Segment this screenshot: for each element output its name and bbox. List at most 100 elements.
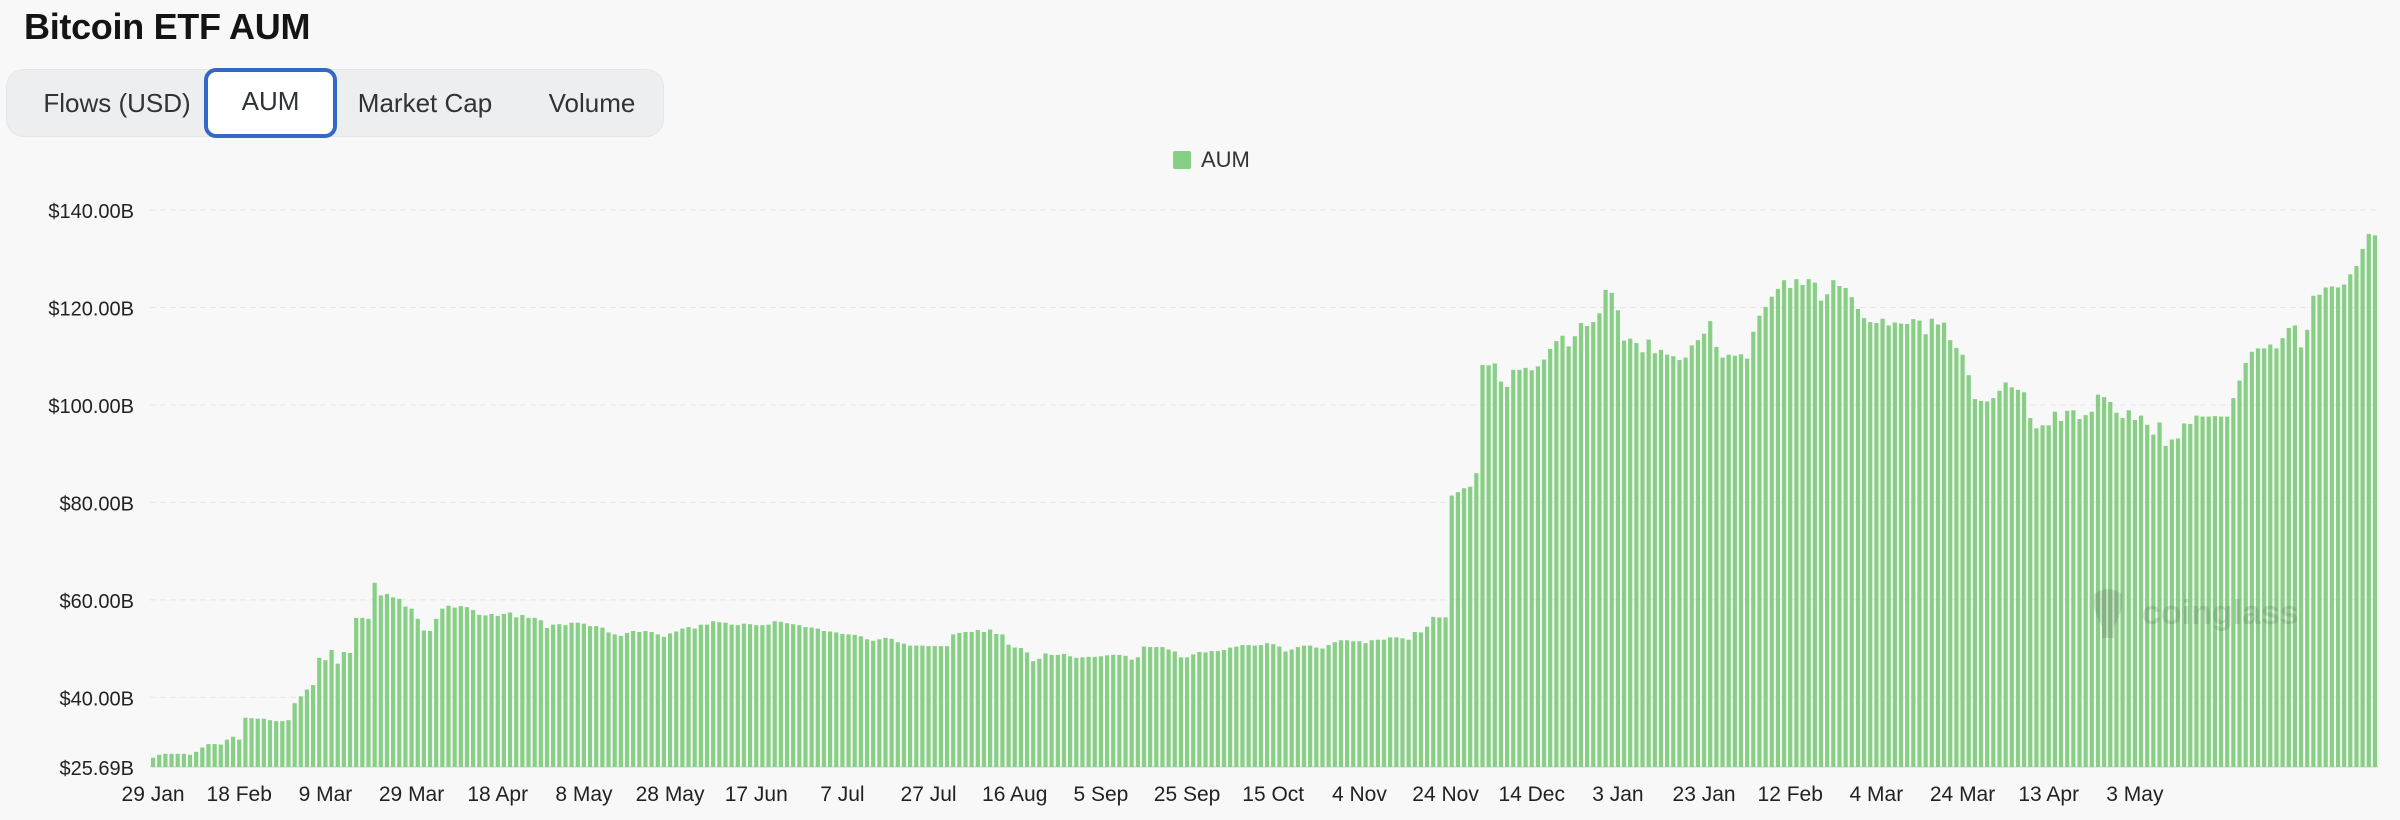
- bar-aum[interactable]: [883, 637, 888, 767]
- bar-aum[interactable]: [988, 629, 993, 767]
- bar-aum[interactable]: [1326, 645, 1331, 767]
- bar-aum[interactable]: [1548, 348, 1553, 767]
- bar-aum[interactable]: [1400, 638, 1405, 767]
- bar-aum[interactable]: [1683, 357, 1688, 767]
- bar-aum[interactable]: [1689, 345, 1694, 767]
- bar-aum[interactable]: [1388, 637, 1393, 767]
- bar-aum[interactable]: [908, 645, 913, 767]
- bar-aum[interactable]: [2145, 424, 2150, 767]
- bar-aum[interactable]: [2237, 380, 2242, 767]
- bar-aum[interactable]: [2354, 266, 2359, 767]
- bar-aum[interactable]: [1800, 285, 1805, 767]
- bar-aum[interactable]: [1455, 492, 1460, 767]
- bar-aum[interactable]: [1960, 354, 1965, 767]
- bar-aum[interactable]: [643, 631, 648, 767]
- bar-aum[interactable]: [741, 623, 747, 767]
- bar-aum[interactable]: [1806, 279, 1811, 767]
- bar-aum[interactable]: [1018, 648, 1023, 767]
- bar-aum[interactable]: [963, 631, 968, 767]
- bar-aum[interactable]: [1985, 401, 1990, 768]
- bar-aum[interactable]: [2200, 416, 2205, 767]
- bar-aum[interactable]: [932, 646, 937, 767]
- bar-aum[interactable]: [366, 618, 371, 767]
- bar-aum[interactable]: [1197, 651, 1202, 767]
- bar-aum[interactable]: [1468, 486, 1473, 767]
- bar-aum[interactable]: [1431, 616, 1436, 767]
- bar-aum[interactable]: [704, 624, 710, 767]
- bar-aum[interactable]: [2335, 287, 2341, 767]
- bar-aum[interactable]: [1849, 297, 1854, 767]
- bar-aum[interactable]: [821, 631, 827, 767]
- bar-aum[interactable]: [735, 625, 740, 767]
- bar-aum[interactable]: [1363, 643, 1368, 767]
- bar-aum[interactable]: [1111, 654, 1116, 767]
- bar-aum[interactable]: [858, 636, 863, 767]
- bar-aum[interactable]: [1172, 651, 1177, 767]
- bar-aum[interactable]: [2022, 392, 2027, 767]
- bar-aum[interactable]: [1332, 642, 1337, 767]
- bar-aum[interactable]: [1320, 648, 1325, 767]
- bar-aum[interactable]: [1523, 367, 1528, 767]
- bar-aum[interactable]: [495, 615, 500, 767]
- bar-aum[interactable]: [1892, 322, 1897, 767]
- bar-aum[interactable]: [1314, 647, 1319, 767]
- bar-aum[interactable]: [2194, 415, 2199, 767]
- bar-aum[interactable]: [1775, 288, 1781, 767]
- bar-aum[interactable]: [1911, 319, 1916, 767]
- bar-aum[interactable]: [1381, 639, 1387, 767]
- bar-aum[interactable]: [311, 685, 316, 767]
- bar-aum[interactable]: [895, 642, 900, 767]
- bar-aum[interactable]: [1535, 366, 1540, 767]
- bar-aum[interactable]: [378, 595, 383, 767]
- bar-series-aum[interactable]: [150, 233, 2378, 768]
- bar-aum[interactable]: [427, 631, 433, 767]
- bar-aum[interactable]: [1357, 641, 1362, 767]
- bar-aum[interactable]: [686, 627, 691, 767]
- bar-aum[interactable]: [1880, 318, 1885, 767]
- bar-aum[interactable]: [1148, 647, 1153, 767]
- bar-aum[interactable]: [1425, 626, 1430, 767]
- bar-aum[interactable]: [1154, 647, 1159, 767]
- bar-aum[interactable]: [1640, 352, 1645, 767]
- bar-aum[interactable]: [458, 606, 463, 767]
- bar-aum[interactable]: [2163, 445, 2168, 767]
- bar-aum[interactable]: [2034, 428, 2039, 767]
- bar-aum[interactable]: [2132, 420, 2137, 767]
- bar-aum[interactable]: [187, 754, 193, 767]
- bar-aum[interactable]: [1794, 279, 1799, 767]
- bar-aum[interactable]: [1006, 644, 1011, 767]
- bar-aum[interactable]: [1215, 650, 1220, 767]
- bar-aum[interactable]: [354, 617, 359, 767]
- bar-aum[interactable]: [544, 628, 550, 767]
- chart-legend[interactable]: AUM: [1173, 147, 1250, 172]
- bar-aum[interactable]: [1788, 287, 1793, 767]
- bar-aum[interactable]: [1258, 645, 1264, 767]
- bar-aum[interactable]: [243, 717, 248, 767]
- bar-aum[interactable]: [2071, 410, 2076, 767]
- bar-aum[interactable]: [1221, 650, 1227, 767]
- bar-aum[interactable]: [1942, 322, 1947, 767]
- bar-aum[interactable]: [1628, 338, 1633, 767]
- bar-aum[interactable]: [1184, 657, 1190, 767]
- bar-aum[interactable]: [852, 634, 857, 767]
- bar-aum[interactable]: [1671, 356, 1676, 767]
- bar-aum[interactable]: [1831, 280, 1836, 767]
- bar-aum[interactable]: [1000, 634, 1005, 767]
- bar-aum[interactable]: [2218, 416, 2224, 767]
- bar-aum[interactable]: [1160, 647, 1165, 767]
- bar-aum[interactable]: [231, 736, 236, 767]
- bar-aum[interactable]: [255, 718, 260, 767]
- bar-aum[interactable]: [446, 605, 451, 767]
- bar-aum[interactable]: [1825, 294, 1830, 767]
- bar-aum[interactable]: [2292, 325, 2298, 767]
- bar-aum[interactable]: [772, 621, 777, 767]
- bar-aum[interactable]: [2095, 394, 2101, 767]
- bar-aum[interactable]: [2225, 416, 2230, 767]
- bar-aum[interactable]: [1886, 325, 1891, 767]
- bar-aum[interactable]: [304, 689, 310, 767]
- bar-aum[interactable]: [2065, 410, 2070, 767]
- tab-aum[interactable]: AUM: [204, 68, 337, 138]
- bar-aum[interactable]: [489, 613, 494, 767]
- bar-aum[interactable]: [1591, 322, 1596, 767]
- bar-aum[interactable]: [1837, 286, 1842, 767]
